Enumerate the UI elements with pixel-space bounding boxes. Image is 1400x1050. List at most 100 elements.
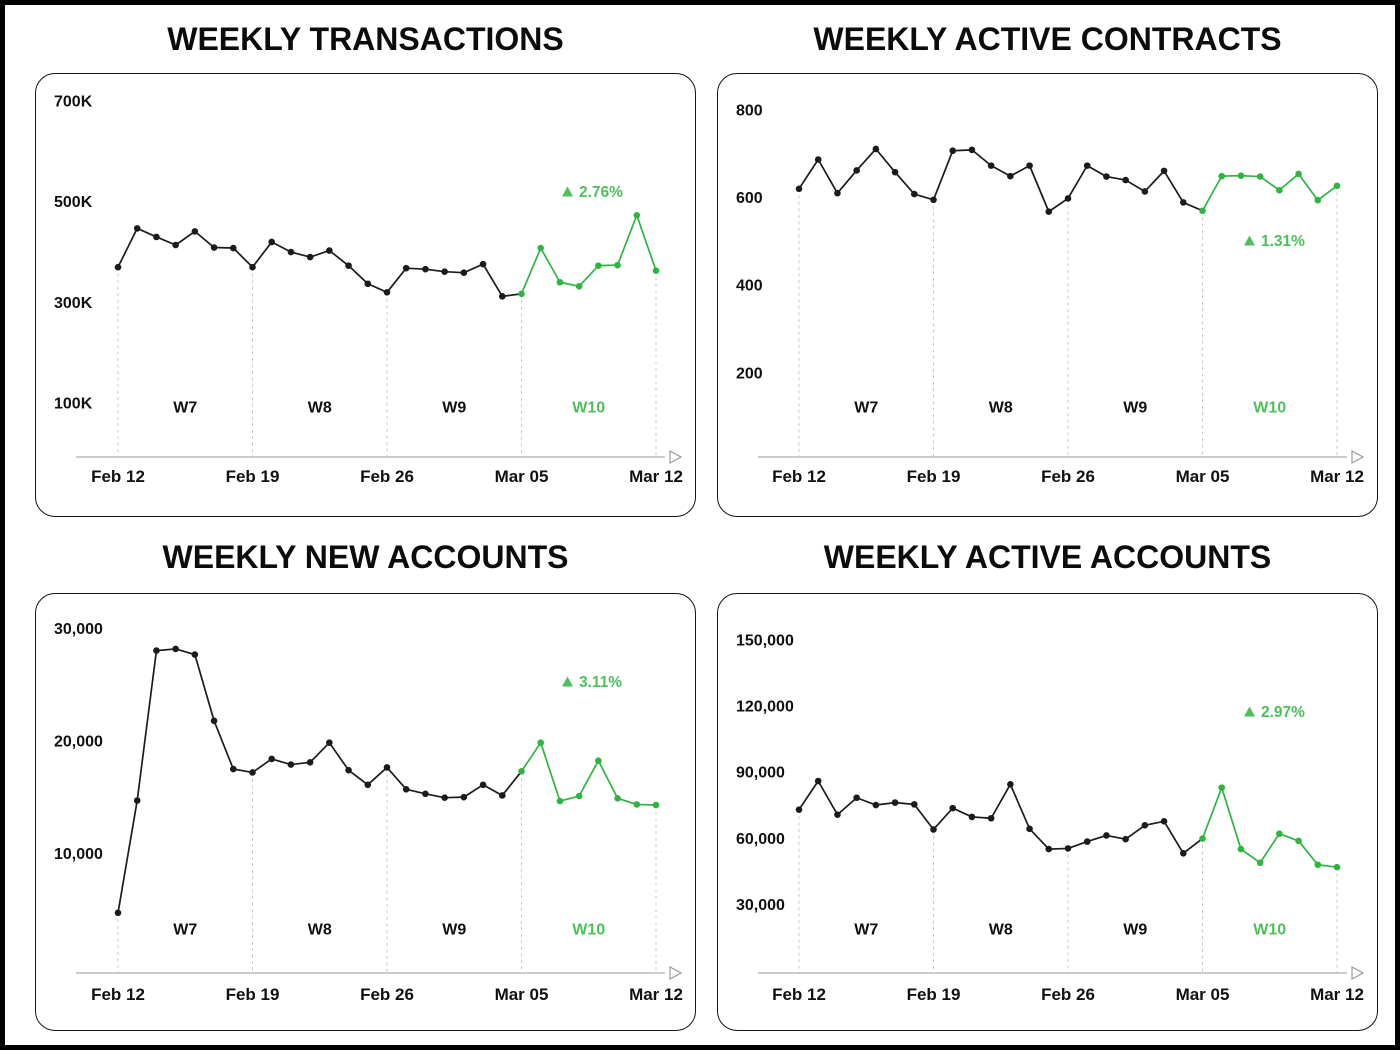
data-point — [853, 794, 860, 802]
data-point-current — [1333, 863, 1341, 871]
data-point — [345, 262, 352, 269]
series-segment — [1144, 170, 1165, 193]
data-point — [422, 790, 429, 798]
data-point — [1141, 188, 1149, 195]
x-date-label: Feb 19 — [226, 467, 280, 486]
data-point — [930, 196, 937, 204]
series-segment — [213, 720, 235, 770]
week-label: W7 — [173, 400, 197, 417]
y-tick-label: 300K — [54, 295, 93, 312]
series-segment — [1125, 179, 1146, 193]
data-point — [229, 244, 237, 252]
week-label-current: W10 — [1253, 400, 1286, 417]
series-segment — [136, 227, 157, 238]
series-segment — [798, 780, 819, 811]
data-point-current — [1218, 784, 1226, 791]
data-point-current — [652, 267, 660, 274]
data-point — [1122, 176, 1129, 184]
series-segment — [367, 766, 388, 786]
series-segment — [1125, 824, 1146, 840]
series-segment — [1067, 840, 1088, 850]
data-point — [1122, 835, 1129, 843]
x-date-label: Feb 12 — [91, 467, 145, 486]
data-point — [814, 777, 822, 785]
week-label: W7 — [854, 922, 878, 939]
data-point-current — [518, 768, 525, 775]
trend-up-icon — [562, 186, 573, 197]
week-label: W7 — [854, 400, 878, 417]
chart-canvas: 700K 500K 300K 100K Feb 12 Feb 19 Feb 26 Mar 05… — [54, 94, 683, 487]
data-point — [834, 189, 841, 197]
data-point-current — [1237, 172, 1245, 179]
series-segment — [836, 797, 858, 816]
data-point — [891, 799, 899, 806]
series-segment — [1028, 165, 1050, 212]
series-segment-current — [1201, 787, 1223, 839]
data-point — [987, 162, 995, 169]
series-segment — [290, 251, 311, 258]
data-point — [460, 269, 468, 276]
data-point — [326, 247, 333, 254]
trend-up-icon — [1244, 235, 1255, 246]
trend-up-icon — [1244, 706, 1255, 717]
series-segment — [251, 241, 273, 268]
series-segment — [894, 171, 915, 195]
data-point-current — [1199, 207, 1206, 215]
series-segment — [914, 193, 934, 201]
data-point — [306, 253, 314, 261]
data-point — [1064, 845, 1072, 852]
series-segment — [136, 650, 158, 801]
y-tick-label: 10,000 — [54, 846, 103, 863]
data-point — [364, 781, 372, 789]
x-date-label: Feb 19 — [907, 985, 961, 1004]
series-segment — [271, 241, 292, 253]
data-point-current — [1218, 172, 1226, 180]
data-point-current — [1256, 173, 1264, 180]
series-segment-current — [1278, 173, 1300, 191]
x-date-label: Feb 26 — [360, 467, 414, 486]
series-segment — [932, 807, 954, 831]
chart-title-weekly-transactions: WEEKLY TRANSACTIONS — [167, 21, 564, 57]
data-point-current — [1333, 182, 1341, 190]
x-date-label: Mar 05 — [495, 467, 549, 486]
y-tick-label: 400 — [736, 278, 763, 295]
data-point — [872, 145, 880, 153]
series-segment — [386, 766, 407, 790]
series-segment — [117, 800, 139, 913]
data-point — [1064, 195, 1072, 202]
x-date-label: Feb 26 — [360, 985, 414, 1004]
chart-title-weekly-active-accounts: WEEKLY ACTIVE ACCOUNTS — [823, 539, 1272, 575]
series-segment — [952, 807, 973, 818]
data-point — [287, 248, 295, 256]
data-point — [968, 813, 976, 821]
series-segment — [798, 159, 819, 190]
week-label: W9 — [442, 400, 466, 417]
data-point — [795, 806, 803, 813]
series-segment — [328, 249, 350, 267]
series-segment — [990, 783, 1012, 819]
data-point — [422, 265, 429, 273]
series-segment-current — [520, 742, 542, 772]
series-segment — [117, 228, 138, 268]
series-segment — [271, 758, 292, 766]
series-segment — [482, 263, 504, 297]
data-point-current — [1276, 830, 1283, 837]
data-point-current — [652, 801, 660, 809]
y-tick-label: 20,000 — [54, 734, 103, 751]
x-axis-arrow-icon — [669, 965, 683, 981]
y-tick-label: 60,000 — [736, 831, 785, 848]
data-point-current — [518, 290, 525, 298]
y-tick-label: 800 — [736, 103, 763, 120]
x-date-label: Feb 19 — [907, 467, 961, 486]
series-segment — [1028, 828, 1050, 850]
series-segment — [836, 169, 858, 194]
data-point — [1083, 162, 1091, 169]
data-point — [1083, 838, 1091, 845]
data-point — [191, 228, 199, 235]
data-point — [345, 766, 352, 774]
data-point — [114, 263, 122, 271]
x-date-label: Mar 12 — [629, 985, 683, 1004]
x-axis-arrow-icon — [1351, 965, 1365, 981]
series-segment — [817, 159, 839, 194]
series-segment — [971, 149, 992, 167]
